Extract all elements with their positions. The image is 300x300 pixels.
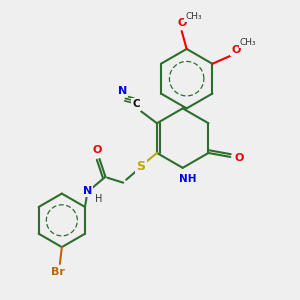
Text: S: S [136,160,146,173]
Text: CH₃: CH₃ [185,12,202,21]
Text: NH: NH [179,174,196,184]
Text: H: H [95,194,102,203]
Text: O: O [177,18,186,28]
Text: O: O [235,153,244,163]
Text: CH₃: CH₃ [240,38,256,46]
Text: C: C [132,99,140,110]
Text: N: N [83,186,92,196]
Text: O: O [93,145,102,155]
Text: N: N [118,85,127,96]
Text: O: O [232,45,241,55]
Text: Br: Br [51,267,65,277]
